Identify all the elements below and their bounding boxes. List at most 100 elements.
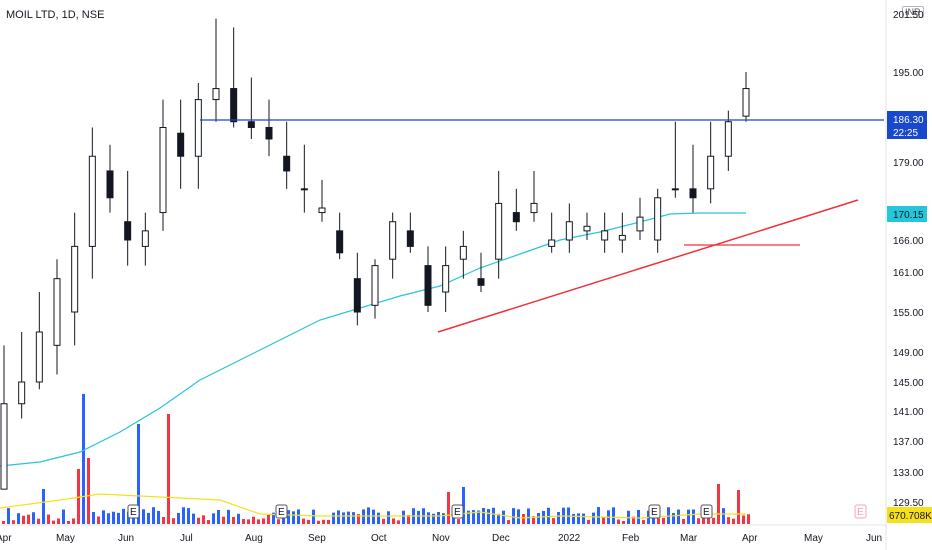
- volume-bar: [27, 514, 30, 524]
- volume-bar: [577, 513, 580, 524]
- volume-bar: [502, 510, 505, 524]
- earnings-marker: [700, 504, 713, 519]
- volume-bar: [287, 510, 290, 524]
- volume-bar: [697, 518, 700, 524]
- volume-bar: [242, 519, 245, 524]
- volume-bar: [427, 512, 430, 524]
- volume-bar: [192, 513, 195, 524]
- price-tick-label: 141.00: [893, 407, 924, 418]
- time-axis: Apr May Jun Jul Aug Sep Oct Nov Dec 2022 Feb Mar Apr…: [0, 533, 882, 544]
- time-tick-label: Jun: [866, 533, 882, 544]
- earnings-marker-label: E: [651, 507, 658, 518]
- candle-body: [124, 221, 132, 241]
- volume-bar: [702, 514, 705, 524]
- volume-bar: [467, 510, 470, 524]
- chart-grid: [0, 0, 887, 550]
- price-tick-label: 201.50: [893, 10, 924, 21]
- volume-bar: [747, 514, 750, 524]
- volume-bar: [537, 512, 540, 524]
- last-price-tag: [887, 111, 927, 139]
- volume-bar: [312, 509, 315, 524]
- candle-body: [689, 188, 697, 199]
- volume-bar: [157, 510, 160, 524]
- candle-body: [618, 234, 626, 241]
- candle-body: [247, 121, 255, 128]
- candle-body: [671, 188, 679, 191]
- earnings-marker-label: E: [278, 507, 285, 518]
- volume-bar: [142, 509, 145, 524]
- volume-bar: [602, 517, 605, 524]
- volume-bar: [102, 510, 105, 524]
- volume-bar: [227, 509, 230, 524]
- candle-body: [230, 88, 238, 123]
- volume-bar: [477, 510, 480, 524]
- volume-bar: [147, 512, 150, 524]
- volume-bar: [332, 512, 335, 524]
- volume-bar: [587, 519, 590, 524]
- earnings-marker: [451, 504, 464, 519]
- volume-bar: [262, 518, 265, 524]
- earnings-marker-label: E: [703, 507, 710, 518]
- price-tick-label: 137.00: [893, 437, 924, 448]
- volume-bar: [172, 518, 175, 524]
- volume-bar: [447, 492, 450, 524]
- volume-bar: [742, 515, 745, 524]
- price-tick-label: 166.00: [893, 236, 924, 247]
- volume-bar: [407, 514, 410, 524]
- volume-bar: [617, 519, 620, 524]
- volume-bar: [597, 507, 600, 524]
- volume-bar: [117, 512, 120, 524]
- volume-bar: [512, 508, 515, 524]
- volume-bar: [717, 484, 720, 524]
- candle-body: [459, 245, 467, 260]
- price-tick-label: 195.00: [893, 68, 924, 79]
- volume-bar: [122, 508, 125, 524]
- time-tick-label: Oct: [371, 533, 387, 544]
- volume-bar: [527, 508, 530, 524]
- time-tick-label: Nov: [432, 533, 450, 544]
- volume-bar: [352, 512, 355, 524]
- volume-bar: [712, 517, 715, 524]
- price-tick-label: 155.00: [893, 308, 924, 319]
- volume-bar: [382, 518, 385, 524]
- volume-bar: [52, 520, 55, 524]
- volume-bar: [67, 520, 70, 524]
- candle-body: [548, 239, 556, 247]
- volume-bar: [522, 514, 525, 524]
- candle-body: [565, 221, 573, 241]
- volume-bar: [217, 510, 220, 524]
- earnings-marker: [275, 504, 288, 519]
- volume-bar: [472, 510, 475, 524]
- symbol-title: MOIL LTD, 1D, NSE: [6, 9, 105, 21]
- currency-badge[interactable]: INR: [902, 6, 924, 18]
- volume-bar: [487, 509, 490, 524]
- volume-bar: [167, 414, 170, 524]
- volume-bar: [327, 519, 330, 524]
- volume-bar: [92, 511, 95, 524]
- time-tick-label: Aug: [245, 533, 263, 544]
- price-axis: 201.50 195.00 179.00 166.00 161.00 155.00 149.…: [887, 10, 932, 523]
- volume-bar: [692, 509, 695, 524]
- time-tick-label: 2022: [558, 533, 581, 544]
- volume-bar: [582, 513, 585, 524]
- volume-bar: [232, 517, 235, 524]
- candle-body: [71, 245, 79, 313]
- price-tick-label: 129.50: [893, 498, 924, 509]
- volume-bar: [57, 518, 60, 524]
- candle-body: [601, 230, 609, 241]
- candle-body: [583, 225, 591, 232]
- candle-body: [212, 88, 220, 101]
- candle-body: [353, 278, 361, 313]
- ma-price-label: 170.15: [893, 210, 924, 221]
- earnings-marker-label: E: [454, 507, 461, 518]
- volume-bar: [737, 490, 740, 524]
- time-tick-label: Jun: [118, 533, 134, 544]
- volume-bar: [77, 469, 80, 524]
- volume-bar: [387, 511, 390, 524]
- volume-bar: [107, 513, 110, 524]
- volume-bar: [377, 512, 380, 524]
- time-tick-label: May: [804, 533, 823, 544]
- candle-body: [141, 230, 149, 247]
